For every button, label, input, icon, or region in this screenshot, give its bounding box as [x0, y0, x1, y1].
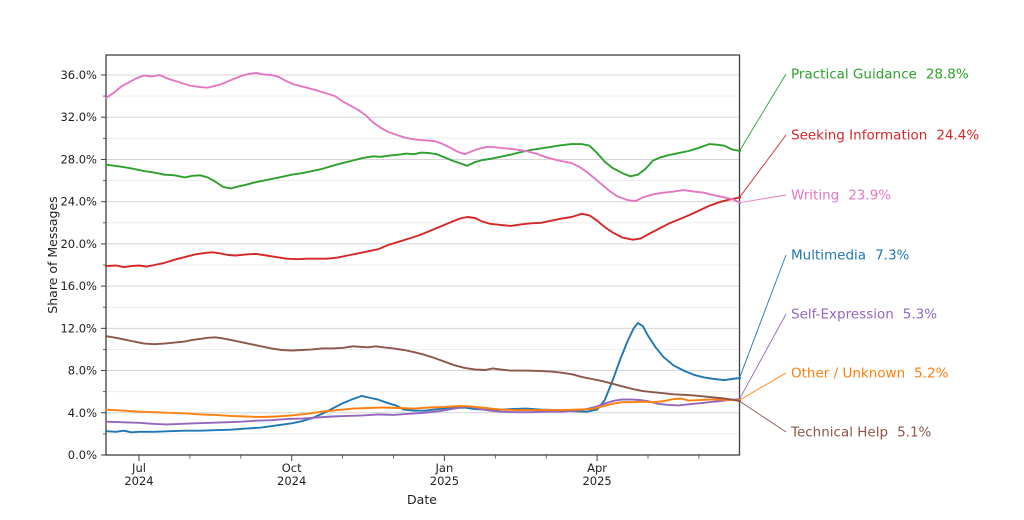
leader-line-practical-guidance	[739, 73, 787, 152]
x-tick-label-month: Jul	[131, 461, 146, 475]
leader-line-seeking-information	[739, 134, 787, 198]
x-tick-label-month: Jan	[435, 461, 454, 475]
y-tick-label: 0.0%	[68, 448, 97, 462]
leader-line-self-expression	[739, 313, 787, 400]
legend-label-multimedia: Multimedia 7.3%	[791, 248, 910, 264]
x-tick-label-year: 2024	[277, 474, 306, 488]
y-tick-label: 4.0%	[68, 406, 97, 420]
series-line-writing	[104, 71, 742, 204]
legend-label-other-unknown: Other / Unknown 5.2%	[791, 366, 949, 382]
x-axis-title: Date	[407, 492, 437, 507]
series-line-technical-help	[104, 335, 742, 403]
x-tick-label-year: 2024	[124, 474, 153, 488]
plot-area: 0.0% 4.0% 8.0% 12.0% 16.0% 20.0% 24.0% 28.0% 32.…	[60, 54, 979, 488]
x-tick-label-year: 2025	[582, 474, 611, 488]
leader-line-other-unknown	[739, 372, 787, 401]
legend-label-practical-guidance: Practical Guidance 28.8%	[791, 67, 969, 83]
y-tick-label: 20.0%	[60, 237, 97, 251]
series-line-self-expression	[104, 398, 742, 426]
series-line-other-unknown	[104, 397, 742, 418]
series-line-multimedia	[104, 322, 742, 434]
y-tick-label: 36.0%	[60, 68, 97, 82]
plot-frame	[105, 54, 741, 456]
y-tick-label: 8.0%	[68, 364, 97, 378]
y-tick-label: 12.0%	[60, 321, 97, 335]
leader-line-writing	[739, 194, 787, 204]
legend-label-seeking-information: Seeking Information 24.4%	[791, 128, 979, 144]
leader-line-technical-help	[739, 400, 787, 433]
y-tick-label: 16.0%	[60, 279, 97, 293]
series-line-practical-guidance	[104, 143, 742, 190]
legend-label-technical-help: Technical Help 5.1%	[790, 425, 932, 441]
y-axis-title: Share of Messages	[45, 196, 60, 313]
leader-line-multimedia	[739, 254, 787, 379]
legend-label-writing: Writing 23.9%	[791, 188, 891, 204]
x-tick-label-month: Oct	[282, 461, 302, 475]
x-tick-label-month: Apr	[587, 461, 607, 475]
series-line-seeking-information	[104, 196, 742, 269]
y-tick-label: 32.0%	[60, 110, 97, 124]
y-tick-label: 28.0%	[60, 152, 97, 166]
x-tick-label-year: 2025	[430, 474, 459, 488]
y-tick-label: 24.0%	[60, 195, 97, 209]
legend-label-self-expression: Self-Expression 5.3%	[791, 307, 937, 323]
